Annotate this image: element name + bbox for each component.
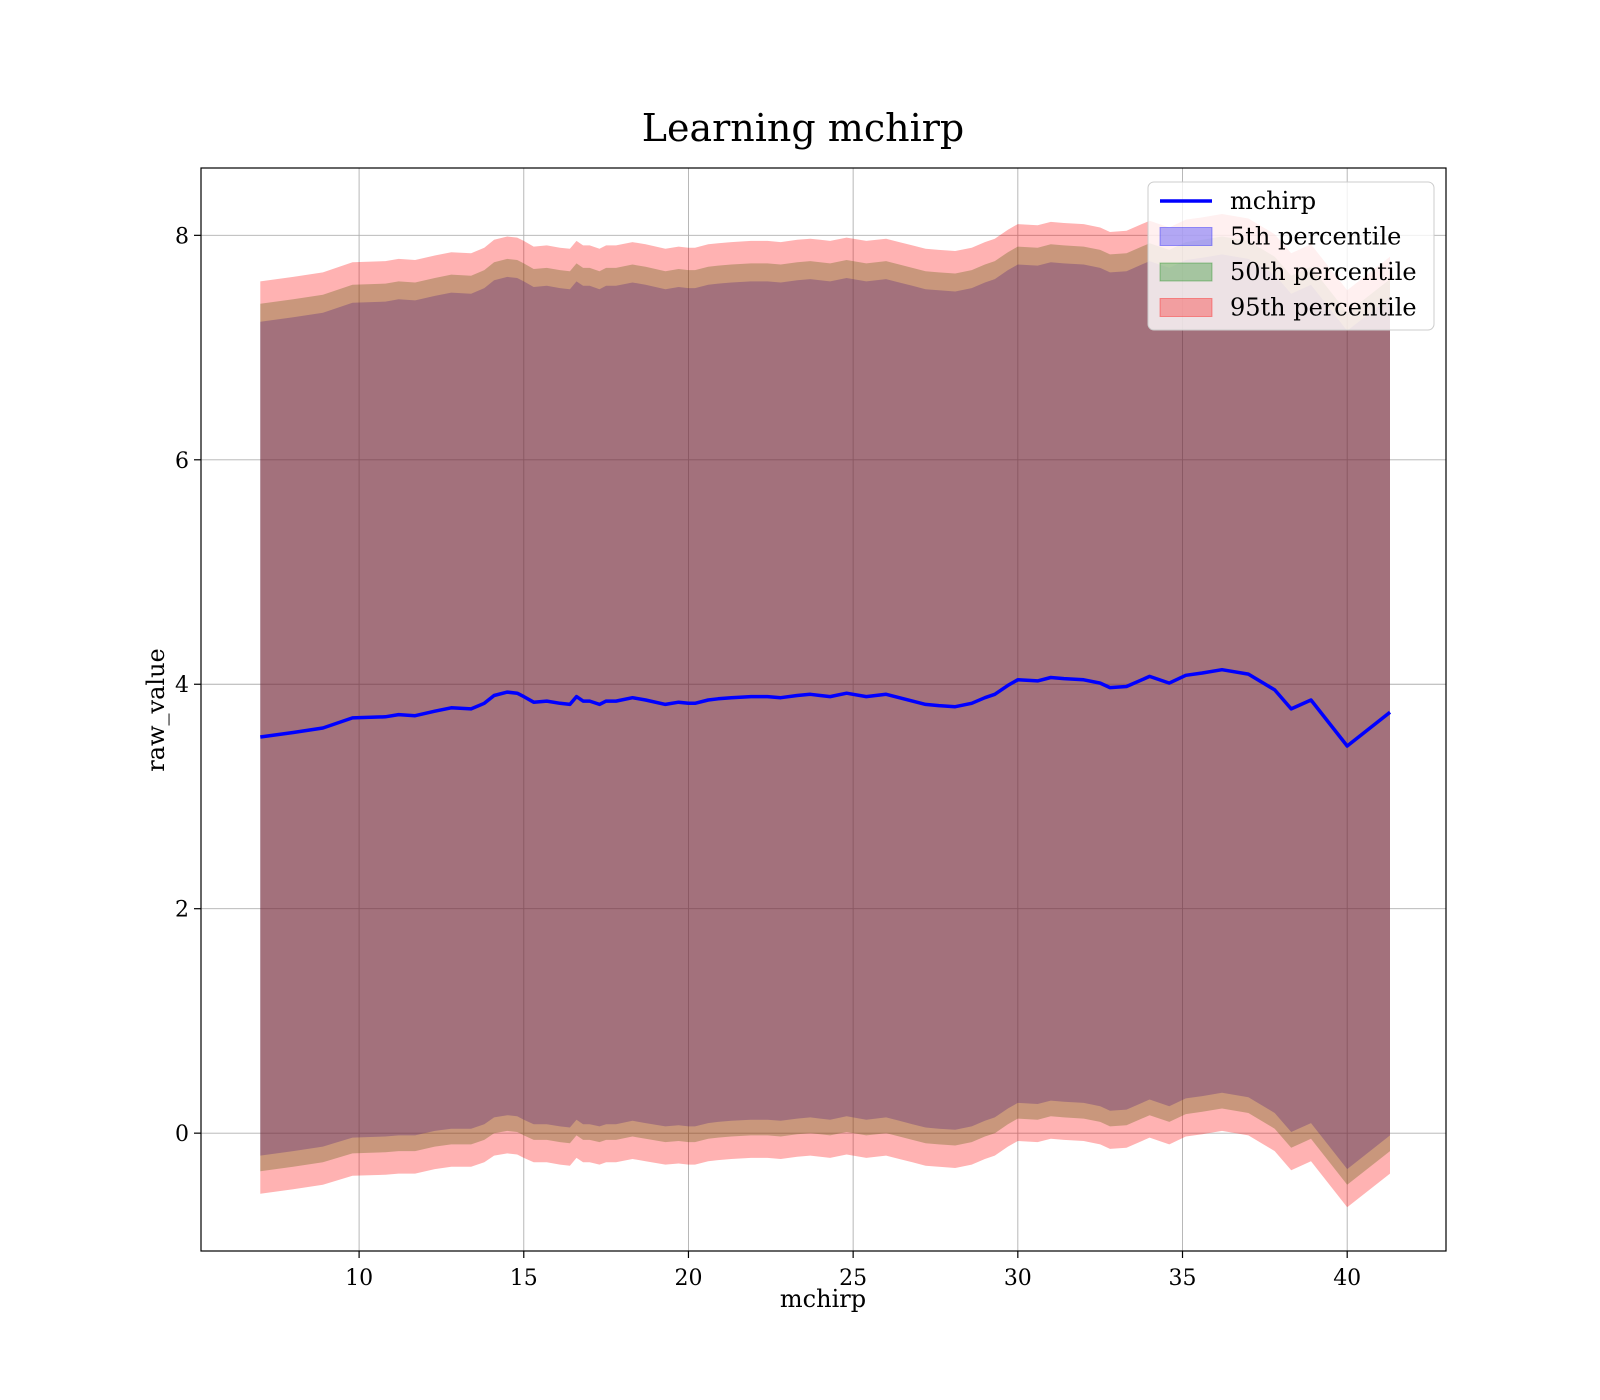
x-tick-label: 35: [1169, 1266, 1197, 1291]
legend-label-50th-percentile: 50th percentile: [1230, 258, 1417, 286]
legend-label-5th-percentile: 5th percentile: [1230, 223, 1401, 251]
x-tick-label: 20: [674, 1266, 702, 1291]
legend-swatch-50th-percentile: [1159, 262, 1213, 282]
chart-title: Learning mchirp: [642, 106, 964, 150]
y-tick-label: 4: [175, 673, 189, 698]
series-line-mchirp: [260, 667, 1392, 748]
legend-swatch-95th-percentile: [1159, 298, 1213, 317]
mchirp-line-layer: [260, 667, 1392, 748]
x-axis-ticks: 10 15 20 25 30 35 40: [345, 1251, 1361, 1291]
y-axis-ticks: 0 2 4 6 8: [175, 224, 201, 1147]
percentile-bands: [260, 214, 1390, 1208]
legend-swatch-5th-percentile: [1159, 227, 1213, 246]
x-tick-label: 25: [839, 1266, 867, 1291]
grid: [201, 168, 1446, 1251]
x-axis-label: mchirp: [780, 1285, 866, 1313]
legend: mchirp 5th percentile 50th percentile 95th …: [1147, 181, 1435, 331]
legend-box: [1147, 181, 1435, 331]
y-tick-label: 2: [175, 898, 189, 923]
y-tick-label: 0: [175, 1122, 189, 1147]
legend-label-95th-percentile: 95th percentile: [1230, 294, 1417, 322]
y-axis-label: raw_value: [142, 648, 170, 772]
x-tick-label: 30: [1004, 1266, 1032, 1291]
y-tick-label: 6: [175, 449, 189, 474]
band-50th-percentile: [260, 236, 1390, 1185]
band-5th-percentile: [260, 254, 1390, 1170]
x-tick-label: 40: [1333, 1266, 1361, 1291]
band-95th-percentile: [260, 214, 1390, 1208]
x-tick-label: 15: [510, 1266, 538, 1291]
x-tick-label: 10: [345, 1266, 373, 1291]
legend-label-mchirp: mchirp: [1230, 187, 1316, 215]
y-tick-label: 8: [175, 224, 189, 249]
plot-area-frame: [200, 167, 1447, 1252]
